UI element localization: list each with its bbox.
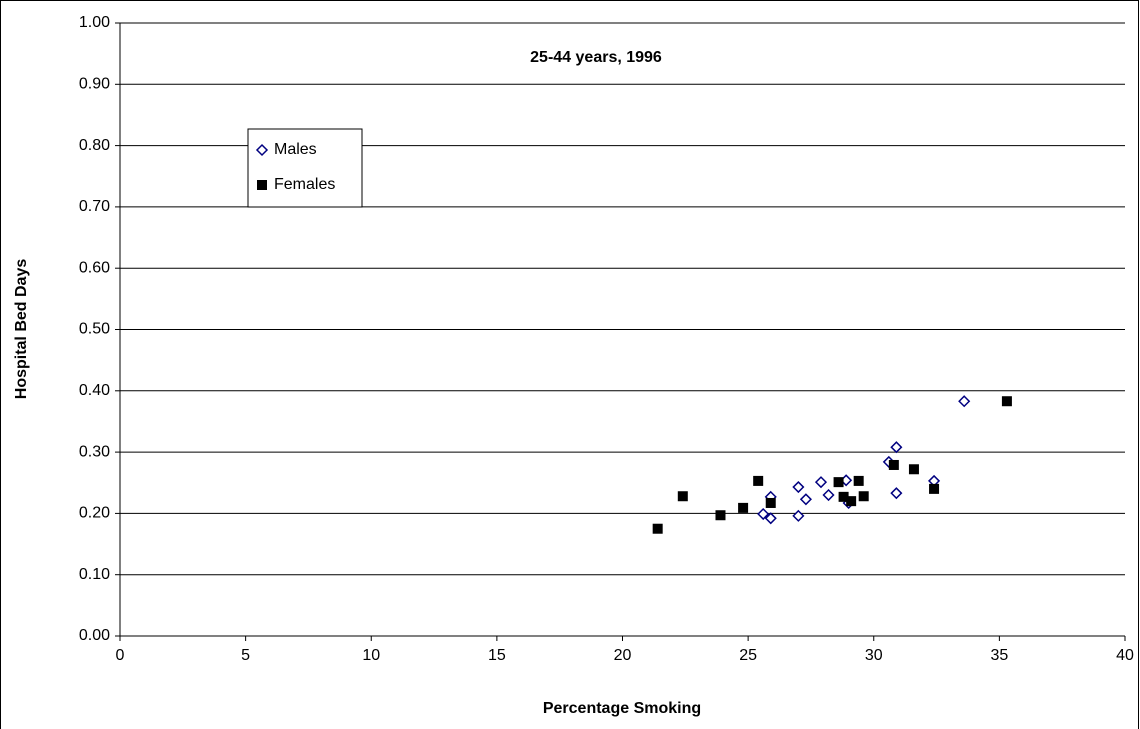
y-tick-label: 0.10 [79, 566, 110, 583]
x-tick-label: 15 [488, 647, 506, 664]
point [853, 475, 864, 486]
point [715, 510, 726, 521]
point [652, 523, 663, 534]
x-tick-label: 5 [241, 647, 250, 664]
y-tick-label: 0.20 [79, 505, 110, 522]
y-tick-label: 0.30 [79, 443, 110, 460]
point [792, 509, 805, 522]
point [1001, 396, 1012, 407]
x-axis-label: Percentage Smoking [543, 700, 701, 717]
x-tick-label: 40 [1116, 647, 1134, 664]
point [764, 512, 777, 525]
point [958, 395, 971, 408]
x-tick-label: 30 [865, 647, 883, 664]
y-tick-label: 1.00 [79, 14, 110, 31]
x-tick-label: 20 [614, 647, 632, 664]
point [677, 491, 688, 502]
point [890, 487, 903, 500]
legend-box [247, 128, 363, 208]
point [890, 441, 903, 454]
point [738, 502, 749, 513]
legend-label: Females [274, 176, 335, 193]
point [858, 491, 869, 502]
legend-label: Males [274, 141, 317, 158]
y-tick-label: 0.50 [79, 321, 110, 338]
point [765, 497, 776, 508]
point [833, 477, 844, 488]
y-tick-label: 0.00 [79, 627, 110, 644]
x-tick-label: 0 [116, 647, 125, 664]
point [888, 459, 899, 470]
legend-marker [255, 143, 269, 157]
point [792, 480, 805, 494]
point [822, 488, 835, 502]
point [908, 464, 919, 475]
point [814, 476, 828, 489]
legend-marker [257, 180, 267, 190]
point [846, 496, 857, 507]
point [757, 507, 770, 521]
x-tick-label: 25 [739, 647, 757, 664]
x-tick-label: 35 [990, 647, 1008, 664]
y-tick-label: 0.40 [79, 382, 110, 399]
chart-title: 25-44 years, 1996 [530, 49, 662, 66]
point [753, 475, 764, 486]
x-tick-label: 10 [362, 647, 380, 664]
y-tick-label: 0.70 [79, 198, 110, 215]
point [799, 493, 812, 506]
point [929, 483, 940, 494]
point [838, 491, 849, 502]
y-tick-label: 0.90 [79, 76, 110, 93]
y-axis-label: Hospital Bed Days [13, 259, 30, 400]
y-tick-label: 0.60 [79, 259, 110, 276]
y-tick-label: 0.80 [79, 137, 110, 154]
